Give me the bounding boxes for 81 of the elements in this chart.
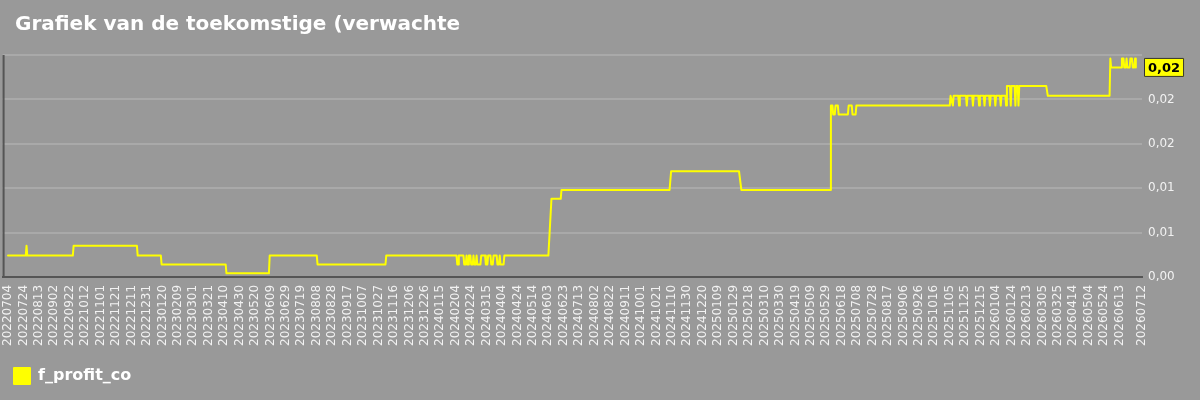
x-tick-label: 20240404 xyxy=(494,284,509,346)
x-tick-label: 20250529 xyxy=(818,284,833,346)
x-tick-label: 20260124 xyxy=(1003,284,1018,346)
x-tick-label: 20250618 xyxy=(833,284,848,346)
x-tick-label: 20260524 xyxy=(1096,284,1111,346)
x-tick-label: 20240713 xyxy=(571,284,586,346)
x-tick-label: 20221211 xyxy=(123,284,138,346)
x-tick-label: 20230301 xyxy=(185,284,200,346)
x-tick-label: 20220902 xyxy=(46,284,61,346)
x-tick-label: 20260712 xyxy=(1134,284,1149,346)
y-tick-label: 0,01 xyxy=(1148,224,1175,239)
y-tick-label: 0,02 xyxy=(1148,91,1175,106)
x-tick-label: 20240315 xyxy=(478,284,493,346)
x-tick-label: 20251125 xyxy=(957,284,972,346)
x-tick-label: 20240424 xyxy=(509,284,524,346)
x-tick-label: 20230410 xyxy=(216,284,231,346)
x-tick-label: 20230629 xyxy=(278,284,293,346)
x-tick-label: 20230430 xyxy=(231,284,246,346)
x-tick-label: 20251105 xyxy=(941,284,956,346)
x-tick-label: 20221101 xyxy=(92,284,107,346)
x-tick-label: 20230719 xyxy=(293,284,308,346)
x-tick-label: 20250330 xyxy=(772,284,787,346)
x-tick-label: 20220724 xyxy=(15,284,30,346)
x-tick-label: 20260613 xyxy=(1111,284,1126,346)
x-tick-label: 20260213 xyxy=(1019,284,1034,346)
x-tick-label: 20240224 xyxy=(463,284,478,346)
x-tick-label: 20241130 xyxy=(679,284,694,346)
x-tick-label: 20260504 xyxy=(1080,284,1095,346)
x-tick-label: 20230808 xyxy=(308,284,323,346)
x-tick-label: 20230917 xyxy=(339,284,354,346)
x-tick-label: 20241021 xyxy=(648,284,663,346)
x-tick-label: 20260325 xyxy=(1049,284,1064,346)
x-tick-label: 20250310 xyxy=(756,284,771,346)
x-tick-label: 20240911 xyxy=(617,284,632,346)
x-tick-label: 20240115 xyxy=(432,284,447,346)
x-tick-label: 20250419 xyxy=(787,284,802,346)
x-tick-label: 20231226 xyxy=(416,284,431,346)
x-tick-label: 20230609 xyxy=(262,284,277,346)
x-tick-label: 20221121 xyxy=(108,284,123,346)
x-tick-label: 20250708 xyxy=(849,284,864,346)
x-tick-label: 20240514 xyxy=(525,284,540,346)
x-tick-label: 20250129 xyxy=(725,284,740,346)
x-tick-label: 20260414 xyxy=(1065,284,1080,346)
x-tick-label: 20251215 xyxy=(972,284,987,346)
x-tick-label: 20230321 xyxy=(200,284,215,346)
x-tick-label: 20250817 xyxy=(880,284,895,346)
x-tick-label: 20251016 xyxy=(926,284,941,346)
x-tick-label: 20220704 xyxy=(0,284,15,346)
x-tick-label: 20230209 xyxy=(169,284,184,346)
x-tick-label: 20241110 xyxy=(664,284,679,346)
x-tick-label: 20250926 xyxy=(911,284,926,346)
x-tick-label: 20240603 xyxy=(540,284,555,346)
x-tick-label: 20250109 xyxy=(710,284,725,346)
x-tick-label: 20231027 xyxy=(370,284,385,346)
x-tick-label: 20250218 xyxy=(741,284,756,346)
x-tick-label: 20240204 xyxy=(447,284,462,346)
y-tick-label: 0,02 xyxy=(1148,135,1175,150)
legend-label: f_profit_co xyxy=(38,365,132,385)
x-tick-label: 20230120 xyxy=(154,284,169,346)
x-tick-label: 20241001 xyxy=(633,284,648,346)
y-tick-label: 0,01 xyxy=(1148,180,1175,195)
x-tick-label: 20250509 xyxy=(802,284,817,346)
x-tick-label: 20230828 xyxy=(324,284,339,346)
x-tick-label: 20231206 xyxy=(401,284,416,346)
x-tick-label: 20260305 xyxy=(1034,284,1049,346)
x-tick-label: 20220813 xyxy=(31,284,45,346)
x-tick-label: 20231116 xyxy=(386,284,401,346)
x-tick-label: 20240822 xyxy=(602,284,617,346)
x-tick-label: 20241220 xyxy=(694,284,709,346)
x-tick-label: 20221231 xyxy=(139,284,154,346)
x-tick-label: 20250728 xyxy=(864,284,879,346)
x-tick-label: 20240623 xyxy=(555,284,570,346)
x-tick-label: 20260104 xyxy=(988,284,1003,346)
x-tick-label: 20231007 xyxy=(355,284,370,346)
x-tick-label: 20240802 xyxy=(586,284,601,346)
x-tick-label: 20250906 xyxy=(895,284,910,346)
y-tick-label: 0,00 xyxy=(1148,269,1175,284)
chart-title: Grafiek van de toekomstige (verwachte xyxy=(15,11,461,35)
x-tick-label: 20230520 xyxy=(247,284,262,346)
x-tick-label: 20220922 xyxy=(61,284,76,346)
x-tick-label: 20221012 xyxy=(77,284,92,346)
